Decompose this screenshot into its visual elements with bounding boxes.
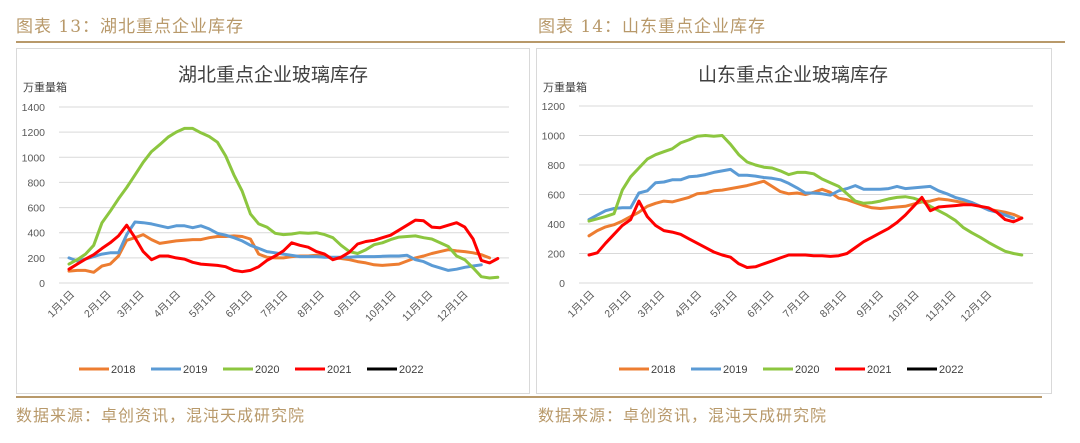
right-source-rule: [530, 396, 1042, 398]
legend-label-2018: 2018: [111, 364, 135, 376]
x-tick-label: 3月1日: [115, 289, 147, 321]
y-tick-label: 400: [547, 219, 565, 231]
chart-title: 山东重点企业玻璃库存: [698, 64, 888, 86]
x-tick-label: 12月1日: [959, 289, 995, 325]
x-tick-label: 11月1日: [400, 289, 435, 324]
series-line-2019: [67, 220, 483, 272]
y-tick-label: 600: [547, 190, 565, 202]
legend-label-2021: 2021: [867, 364, 891, 376]
x-tick-label: 6月1日: [223, 289, 255, 321]
x-tick-label: 7月1日: [259, 289, 291, 321]
y-tick-label: 0: [39, 278, 45, 290]
y-tick-label: 800: [27, 177, 45, 189]
legend-label-2018: 2018: [651, 364, 675, 376]
series-line-2018: [67, 233, 492, 274]
right-chart-panel: 山东重点企业玻璃库存 万重量箱 0 200 400 600 800 1000 1200 1月1日 2…: [536, 48, 1052, 394]
x-tick-label: 3月1日: [636, 289, 668, 321]
right-data-source: 数据来源：卓创资讯，混沌天成研究院: [538, 406, 828, 425]
x-tick-label: 9月1日: [854, 289, 886, 321]
legend-label-2020: 2020: [255, 364, 279, 376]
x-tick-label: 11月1日: [923, 289, 958, 324]
y-tick-label: 800: [547, 160, 565, 172]
series-line-2018: [587, 179, 1024, 238]
legend-label-2022: 2022: [399, 364, 423, 376]
legend-label-2020: 2020: [795, 364, 819, 376]
x-tick-label: 4月1日: [673, 289, 705, 321]
x-tick-label: 8月1日: [295, 289, 327, 321]
y-tick-label: 1200: [22, 127, 46, 139]
y-axis-unit-label: 万重量箱: [23, 80, 67, 94]
x-tick-label: 8月1日: [818, 289, 850, 321]
y-tick-label: 1200: [542, 101, 566, 113]
series-line-2021: [67, 218, 500, 274]
right-figure-caption: 图表 14：山东重点企业库存: [538, 17, 767, 37]
y-tick-label: 1000: [542, 131, 566, 143]
y-tick-label: 400: [27, 228, 45, 240]
series-line-2020: [67, 126, 500, 280]
x-tick-label: 1月1日: [46, 289, 78, 321]
legend-label-2021: 2021: [327, 364, 351, 376]
y-tick-label: 200: [27, 253, 45, 265]
x-tick-label: 12月1日: [435, 289, 471, 325]
y-tick-label: 1000: [22, 152, 46, 164]
x-tick-label: 5月1日: [708, 289, 740, 321]
chart-title: 湖北重点企业玻璃库存: [178, 64, 368, 86]
x-tick-label: 1月1日: [566, 289, 598, 321]
series-line-2019: [587, 167, 1015, 222]
x-tick-label: 2月1日: [602, 289, 634, 321]
x-tick-label: 10月1日: [886, 289, 922, 325]
x-tick-label: 5月1日: [187, 289, 219, 321]
left-data-source: 数据来源：卓创资讯，混沌天成研究院: [16, 406, 306, 425]
y-axis-unit-label: 万重量箱: [543, 80, 587, 94]
left-source-rule: [16, 396, 530, 398]
x-tick-label: 6月1日: [745, 289, 777, 321]
series-line-2020: [587, 134, 1024, 257]
y-tick-label: 600: [27, 203, 45, 215]
left-chart-panel: 湖北重点企业玻璃库存万重量箱 0 200 400 600 800 1000 1200 1400 1…: [16, 48, 530, 394]
legend-label-2019: 2019: [183, 364, 207, 376]
y-tick-label: 0: [559, 278, 565, 290]
left-figure-caption: 图表 13：湖北重点企业库存: [16, 17, 245, 37]
left-caption-rule: [16, 41, 530, 43]
y-tick-label: 1400: [22, 102, 46, 114]
legend-label-2019: 2019: [723, 364, 747, 376]
x-tick-label: 7月1日: [781, 289, 813, 321]
x-tick-label: 4月1日: [152, 289, 184, 321]
x-tick-label: 9月1日: [332, 289, 364, 321]
x-tick-label: 2月1日: [82, 289, 114, 321]
x-tick-label: 10月1日: [363, 289, 399, 325]
right-caption-rule: [530, 41, 1065, 43]
y-tick-label: 200: [547, 249, 565, 261]
series-line-2021: [587, 195, 1024, 269]
legend-label-2022: 2022: [939, 364, 963, 376]
